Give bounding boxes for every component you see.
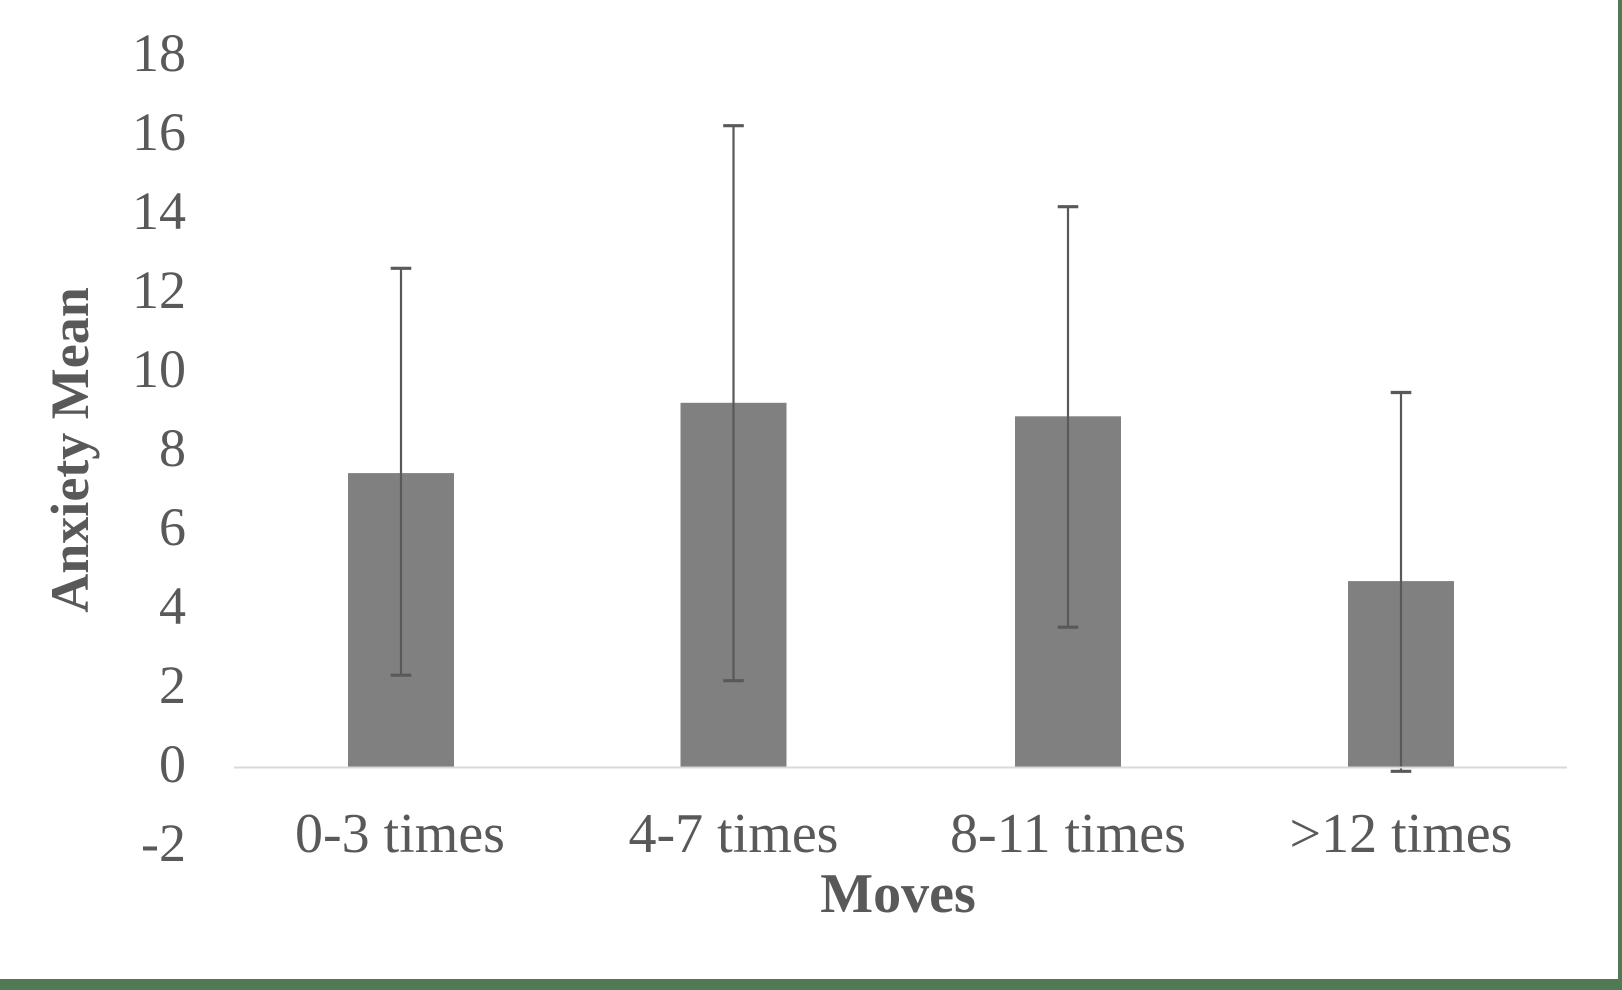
svg-text:10: 10 bbox=[132, 339, 186, 399]
svg-text:4-7 times: 4-7 times bbox=[629, 803, 839, 865]
svg-text:8: 8 bbox=[159, 418, 186, 478]
svg-text:Anxiety Mean: Anxiety Mean bbox=[40, 287, 100, 612]
svg-text:0: 0 bbox=[159, 734, 186, 794]
svg-text:Moves: Moves bbox=[820, 863, 976, 925]
svg-text:6: 6 bbox=[159, 497, 186, 557]
svg-text:4: 4 bbox=[159, 576, 186, 636]
svg-text:>12 times: >12 times bbox=[1290, 803, 1513, 865]
svg-text:-2: -2 bbox=[141, 813, 186, 873]
svg-text:12: 12 bbox=[132, 260, 186, 320]
svg-text:16: 16 bbox=[132, 102, 186, 162]
svg-text:0-3 times: 0-3 times bbox=[295, 803, 505, 865]
svg-text:2: 2 bbox=[159, 655, 186, 715]
svg-text:18: 18 bbox=[132, 23, 186, 83]
svg-text:14: 14 bbox=[132, 181, 186, 241]
svg-text:8-11 times: 8-11 times bbox=[950, 803, 1186, 865]
